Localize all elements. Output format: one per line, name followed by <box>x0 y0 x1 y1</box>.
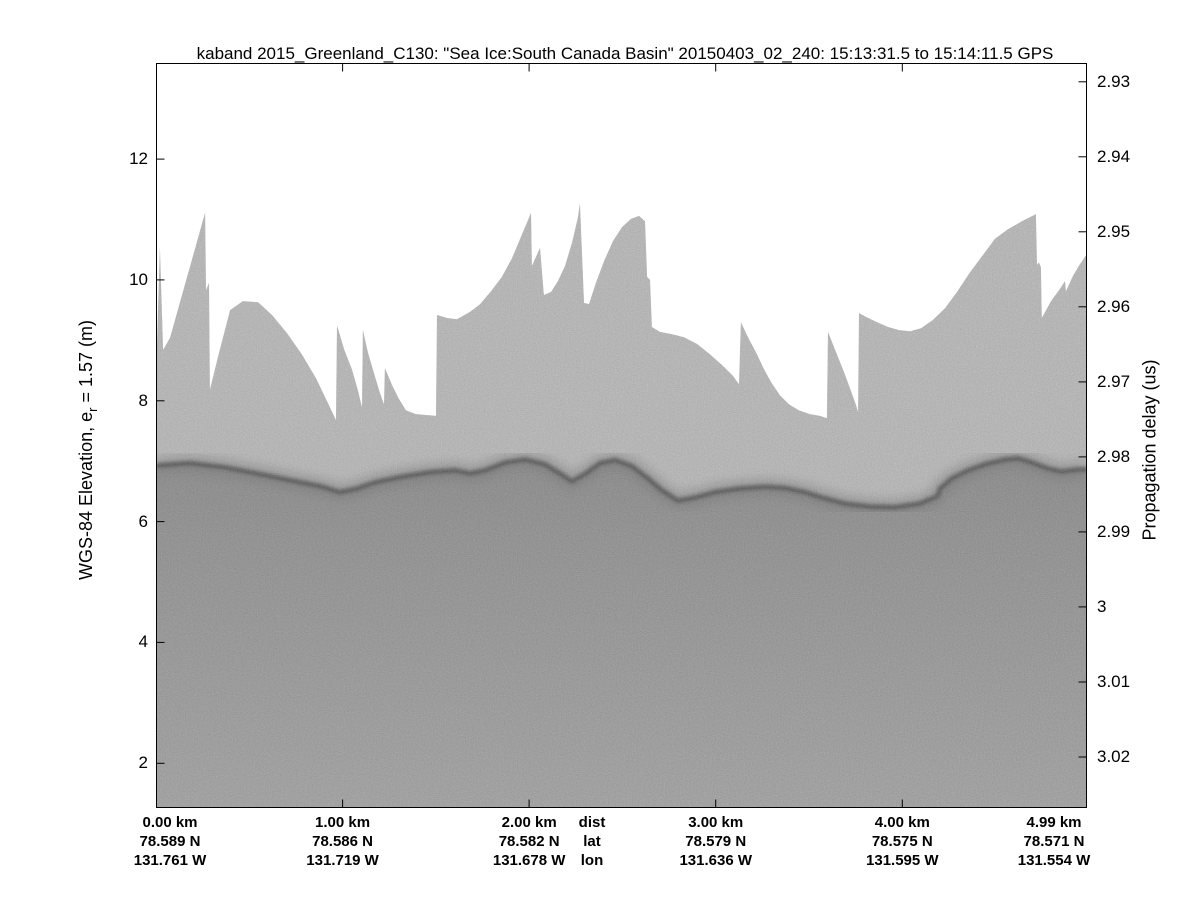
x-col-lat: lat <box>583 833 601 850</box>
right-tick-label: 2.93 <box>1097 71 1131 91</box>
x-col-dist: 3.00 km <box>688 814 744 831</box>
left-tick-label: 6 <box>138 511 148 531</box>
left-axis-label: WGS-84 Elevation, er = 1.57 (m) <box>76 320 100 580</box>
right-tick-label: 2.99 <box>1097 521 1131 541</box>
left-tick-label: 12 <box>129 149 148 169</box>
left-tick-label: 2 <box>138 753 148 773</box>
x-col-lat: 78.571 N <box>1023 833 1085 850</box>
axis-box <box>156 63 1087 808</box>
x-col-lat: 78.589 N <box>139 833 201 850</box>
x-col-lat: 78.582 N <box>498 833 560 850</box>
x-col-lon: 131.595 W <box>866 852 939 869</box>
x-axis-column: 4.00 km 78.575 N 131.595 W <box>866 813 939 870</box>
right-tick-label: 2.94 <box>1097 146 1131 166</box>
right-tick-label: 3.01 <box>1097 671 1131 691</box>
echogram-data-region <box>156 200 1087 808</box>
chart-title: kaband 2015_Greenland_C130: "Sea Ice:Sou… <box>196 44 1054 63</box>
right-axis-label: Propagation delay (us) <box>1139 359 1160 541</box>
x-col-lon: 131.678 W <box>492 852 566 869</box>
x-axis-column: 4.99 km 78.571 N 131.554 W <box>1018 813 1091 870</box>
speckle-noise-overlay <box>156 200 1087 808</box>
x-col-lon: 131.554 W <box>1017 852 1091 869</box>
x-col-dist: 1.00 km <box>315 814 371 831</box>
x-axis-column: 0.00 km 78.589 N 131.761 W <box>134 813 207 870</box>
x-axis-header-column: dist lat lon <box>579 813 606 870</box>
right-tick-label: 2.98 <box>1097 446 1131 466</box>
x-axis-column: 2.00 km 78.582 N 131.678 W <box>493 813 566 870</box>
axis-tick-marks <box>156 63 1087 808</box>
right-tick-label: 3.02 <box>1097 746 1131 766</box>
x-col-dist: 0.00 km <box>142 814 198 831</box>
x-col-lon: 131.761 W <box>133 852 207 869</box>
left-tick-label: 10 <box>129 269 148 289</box>
right-tick-label: 3 <box>1097 596 1107 616</box>
x-col-lat: 78.579 N <box>685 833 747 850</box>
x-col-dist: dist <box>578 814 606 831</box>
x-col-lat: 78.575 N <box>871 833 933 850</box>
x-col-dist: 2.00 km <box>501 814 557 831</box>
x-col-lon: 131.719 W <box>306 852 379 869</box>
right-tick-label: 2.97 <box>1097 371 1131 391</box>
left-axis-label-suffix: = 1.57 (m) <box>76 320 97 408</box>
right-tick-label: 2.96 <box>1097 296 1131 316</box>
left-axis-label-prefix: WGS-84 Elevation, e <box>76 411 97 580</box>
right-tick-label: 2.95 <box>1097 221 1131 241</box>
x-col-lon: lon <box>580 852 604 869</box>
x-axis-column: 1.00 km 78.586 N 131.719 W <box>306 813 379 870</box>
left-tick-label: 4 <box>138 632 148 652</box>
left-tick-label: 8 <box>138 390 148 410</box>
x-axis-column: 3.00 km 78.579 N 131.636 W <box>679 813 752 870</box>
x-col-dist: 4.99 km <box>1026 814 1082 831</box>
x-col-dist: 4.00 km <box>874 814 930 831</box>
x-col-lon: 131.636 W <box>679 852 752 869</box>
x-col-lat: 78.586 N <box>312 833 374 850</box>
